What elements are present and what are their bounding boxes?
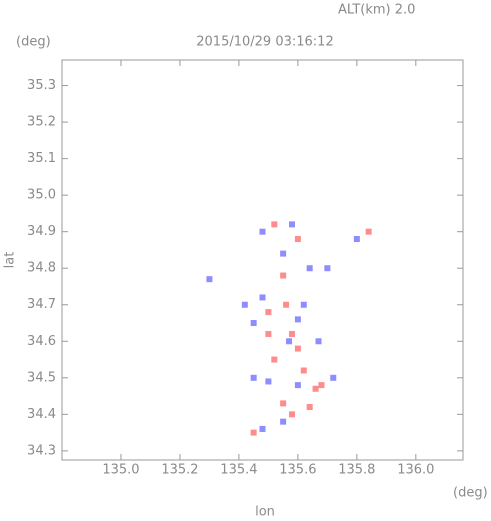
point	[259, 425, 266, 432]
y-axis-label: lat	[3, 252, 18, 269]
point	[318, 382, 325, 389]
y-tick-label: 34.6	[27, 334, 56, 349]
point	[241, 301, 248, 308]
x-tick-label: 135.2	[161, 463, 198, 478]
y-tick-label: 35.0	[27, 188, 56, 203]
x-tick-label: 136.0	[397, 463, 434, 478]
point	[259, 294, 266, 301]
point	[294, 316, 301, 323]
y-tick-label: 34.9	[27, 224, 56, 239]
point	[288, 330, 295, 337]
point	[306, 404, 313, 411]
point	[265, 309, 272, 316]
point	[330, 374, 337, 381]
point	[250, 320, 257, 327]
point	[286, 338, 293, 345]
point	[288, 221, 295, 228]
point	[271, 221, 278, 228]
x-tick-label: 135.6	[279, 463, 316, 478]
y-tick-label: 34.7	[27, 297, 56, 312]
point	[324, 265, 331, 272]
point	[300, 301, 307, 308]
point	[206, 276, 213, 283]
plot-frame	[61, 59, 464, 461]
y-tick-label: 35.1	[27, 151, 56, 166]
chart-title: 2015/10/29 03:16:12	[196, 35, 333, 50]
point	[300, 367, 307, 374]
y-tick-label: 34.3	[27, 443, 56, 458]
y-tick-label: 35.2	[27, 115, 56, 130]
point	[265, 378, 272, 385]
y-tick-label: 34.4	[27, 407, 56, 422]
point	[280, 250, 287, 257]
point	[280, 418, 287, 425]
annotation: ALT(km) 2.0	[338, 3, 415, 18]
point	[365, 228, 372, 235]
point	[250, 374, 257, 381]
point	[306, 265, 313, 272]
point	[294, 235, 301, 242]
x-tick-label: 135.8	[338, 463, 375, 478]
point	[259, 228, 266, 235]
point	[271, 356, 278, 363]
point	[265, 330, 272, 337]
x-unit: (deg)	[453, 486, 488, 501]
point	[283, 301, 290, 308]
point	[280, 400, 287, 407]
point	[315, 338, 322, 345]
y-tick-label: 34.5	[27, 370, 56, 385]
y-tick-label: 35.3	[27, 78, 56, 93]
point	[250, 429, 257, 436]
x-tick-label: 135.4	[220, 463, 257, 478]
point	[294, 382, 301, 389]
point	[294, 345, 301, 352]
y-unit: (deg)	[16, 35, 51, 50]
y-tick-label: 34.8	[27, 261, 56, 276]
point	[312, 385, 319, 392]
point	[288, 411, 295, 418]
point	[353, 235, 360, 242]
x-axis-label: lon	[255, 505, 275, 520]
point	[280, 272, 287, 279]
x-tick-label: 135.0	[102, 463, 139, 478]
